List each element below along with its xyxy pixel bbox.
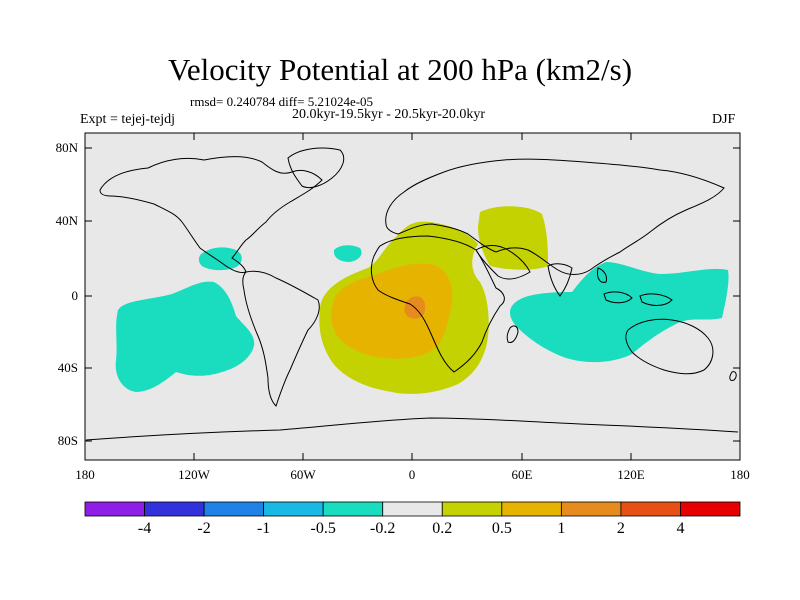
colorbar-label: 2 — [616, 520, 625, 537]
anomaly-mexico-negative — [198, 247, 242, 271]
lon-label: 180 — [730, 467, 750, 482]
axis-ticks — [84, 133, 741, 460]
colorbar-label: -2 — [197, 520, 211, 537]
colorbar-label: -4 — [137, 520, 152, 537]
lat-label: 80S — [57, 433, 78, 448]
plot-title: Velocity Potential at 200 hPa (km2/s) — [167, 52, 633, 87]
lon-label: 120W — [178, 467, 210, 482]
colorbar-swatch — [203, 501, 265, 517]
colorbar-swatch — [263, 501, 324, 517]
colorbar-label: -0.5 — [310, 520, 336, 537]
colorbar-swatch — [441, 501, 503, 517]
lon-label: 180 — [75, 467, 95, 482]
colorbar-swatch — [382, 501, 443, 517]
anomaly-south-atlantic-core — [331, 263, 453, 359]
lon-label: 60E — [511, 467, 533, 482]
colorbar-label: 4 — [676, 520, 685, 537]
experiment-label: Expt = tejej-tejdj — [80, 112, 175, 127]
lat-label: 40N — [55, 213, 78, 228]
colorbar-label: 1 — [557, 520, 566, 537]
coastlines — [85, 147, 739, 441]
colorbar-swatch — [680, 501, 741, 517]
colorbar-swatch — [620, 501, 681, 517]
colorbar-label: 0.5 — [491, 520, 512, 537]
lon-label: 120E — [617, 467, 645, 482]
lat-label: 80N — [55, 140, 78, 155]
colorbar-swatch — [84, 501, 145, 517]
colorbar-swatch — [501, 501, 562, 517]
lat-label: 40S — [57, 360, 78, 375]
lon-label: 60W — [290, 467, 316, 482]
colorbar-label: -1 — [256, 520, 271, 537]
colorbar-swatch — [144, 501, 205, 517]
period-label: 20.0kyr-19.5kyr - 20.5kyr-20.0kyr — [292, 107, 486, 122]
lon-label: 0 — [408, 467, 416, 482]
colorbar — [84, 501, 741, 517]
anomaly-north-atlantic-negative — [333, 245, 362, 262]
rmsd-stats: rmsd= 0.240784 diff= 5.21024e-05 — [190, 94, 374, 109]
anomaly-indo-pacific-negative — [510, 262, 729, 363]
season-label: DJF — [712, 112, 736, 127]
colorbar-swatch — [560, 501, 622, 517]
lat-label: 0 — [71, 288, 79, 303]
anomaly-east-pacific-negative — [115, 281, 255, 392]
colorbar-label: -0.2 — [370, 520, 396, 537]
anomaly-arabia-positive — [478, 206, 548, 270]
colorbar-label: 0.2 — [432, 520, 453, 537]
colorbar-swatch — [322, 501, 384, 517]
